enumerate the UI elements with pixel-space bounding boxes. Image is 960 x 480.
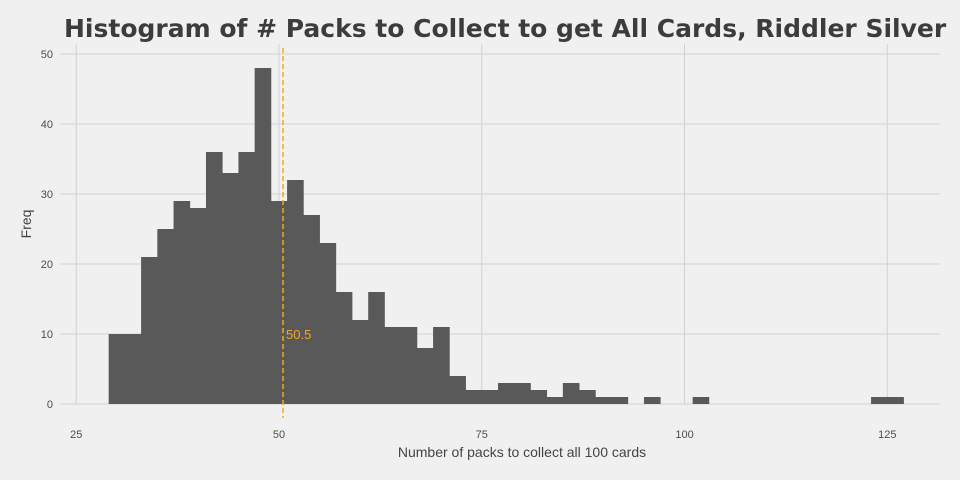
histogram-bar — [481, 390, 499, 404]
histogram-bar — [205, 152, 223, 404]
histogram-bar — [351, 320, 369, 404]
histogram-bar — [319, 243, 337, 404]
histogram-bar — [449, 376, 466, 404]
histogram-bar — [546, 397, 564, 404]
histogram-bar — [595, 397, 612, 404]
histogram-bar — [579, 390, 596, 404]
histogram-bar — [887, 397, 904, 404]
y-tick-label: 30 — [41, 189, 53, 201]
histogram-bar — [384, 327, 402, 404]
histogram-bar — [335, 292, 353, 404]
histogram-bar — [562, 383, 580, 404]
histogram-bar — [530, 390, 548, 404]
chart-title: Histogram of # Packs to Collect to get A… — [64, 14, 947, 43]
histogram-bar — [303, 215, 320, 404]
axis-ticks: 0 10 20 30 40 50 25 50 75 100 125 — [41, 49, 897, 441]
histogram-bar — [400, 327, 418, 404]
x-tick-label: 25 — [70, 429, 82, 441]
x-tick-label: 125 — [878, 429, 896, 441]
histogram-bar — [611, 397, 629, 404]
histogram-bars — [108, 68, 904, 404]
histogram-bar — [270, 201, 288, 404]
histogram-bar — [692, 397, 710, 404]
y-tick-label: 20 — [41, 259, 53, 271]
x-tick-label: 100 — [675, 429, 693, 441]
mean-annotation: 50.5 — [282, 48, 311, 418]
y-tick-label: 0 — [47, 399, 53, 411]
histogram-bar — [108, 334, 126, 404]
x-axis-title: Number of packs to collect all 100 cards — [398, 444, 646, 460]
x-tick-label: 75 — [476, 429, 488, 441]
histogram-bar — [416, 348, 434, 404]
histogram-bar — [433, 327, 450, 404]
histogram-bar — [465, 390, 483, 404]
histogram-bar — [254, 68, 272, 404]
y-tick-label: 40 — [41, 119, 53, 131]
histogram-bar — [157, 229, 174, 404]
histogram-bar — [141, 257, 158, 404]
histogram-bar — [173, 201, 191, 404]
histogram-bar — [514, 383, 531, 404]
x-tick-label: 50 — [273, 429, 285, 441]
histogram-bar — [643, 397, 661, 404]
histogram-bar — [368, 292, 385, 404]
histogram-bar — [124, 334, 142, 404]
histogram-bar — [287, 180, 304, 404]
histogram-bar — [238, 152, 256, 404]
histogram-bar — [189, 208, 207, 404]
histogram-bar — [871, 397, 888, 404]
y-axis-title: Freq — [18, 210, 34, 239]
y-tick-label: 10 — [41, 329, 53, 341]
y-tick-label: 50 — [41, 49, 53, 61]
histogram-bar — [222, 173, 239, 404]
mean-label: 50.5 — [286, 327, 311, 342]
histogram-bar — [497, 383, 515, 404]
